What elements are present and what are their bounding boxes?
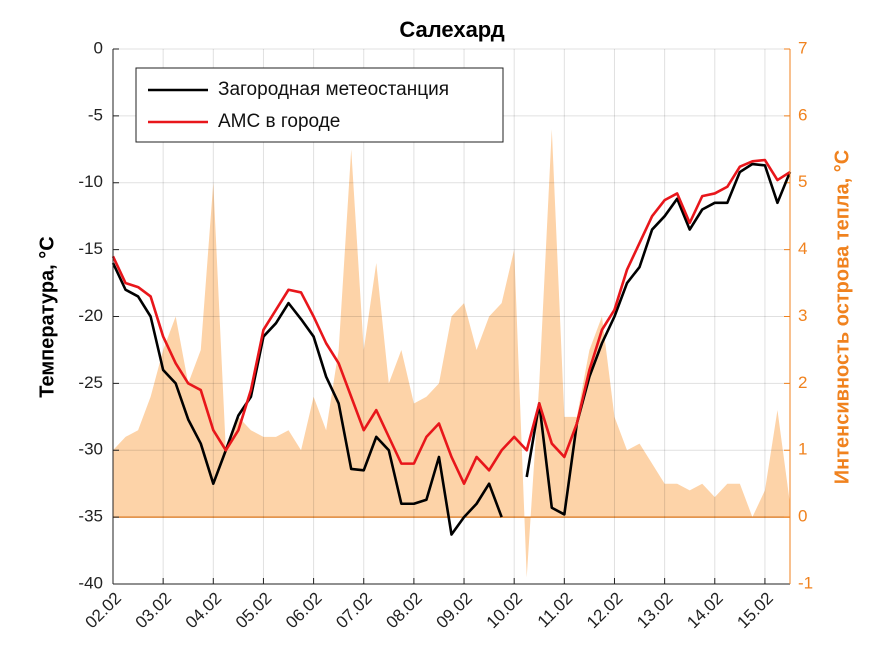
y2-tick-label: 1 xyxy=(798,440,807,459)
y-axis-label: Температура, °С xyxy=(36,236,58,397)
y2-tick-label: 3 xyxy=(798,306,807,325)
y2-tick-label: 0 xyxy=(798,507,807,526)
x-tick-label: 13.02 xyxy=(633,589,677,633)
chart-title: Салехард xyxy=(399,17,504,42)
area xyxy=(113,129,790,578)
legend-label: Загородная метеостанция xyxy=(218,79,449,100)
y2-tick-label: 5 xyxy=(798,172,807,191)
x-tick-label: 08.02 xyxy=(382,589,426,633)
y-tick-label: -5 xyxy=(88,105,103,124)
line xyxy=(111,158,791,485)
line xyxy=(111,162,792,536)
x-tick-label: 14.02 xyxy=(683,589,727,633)
y2-tick-label: 4 xyxy=(798,239,807,258)
y2-tick-label: 2 xyxy=(798,373,807,392)
y-tick-label: -35 xyxy=(78,507,103,526)
y-tick-label: -20 xyxy=(78,306,103,325)
x-tick-label: 07.02 xyxy=(332,589,376,633)
x-tick-label: 05.02 xyxy=(232,589,276,633)
y2-tick-label: 6 xyxy=(798,105,807,124)
y2-tick-label: -1 xyxy=(798,573,813,592)
x-tick-label: 09.02 xyxy=(433,589,477,633)
x-tick-label: 02.02 xyxy=(81,589,125,633)
y-tick-label: 0 xyxy=(94,38,103,57)
legend-label: АМС в городе xyxy=(218,111,340,132)
y2-tick-label: 7 xyxy=(798,38,807,57)
x-tick-label: 04.02 xyxy=(182,589,226,633)
x-tick-label: 12.02 xyxy=(583,589,627,633)
x-tick-label: 03.02 xyxy=(132,589,176,633)
y2-axis-label: Интенсивность острова тепла, °С xyxy=(831,150,853,484)
y-tick-label: -30 xyxy=(78,440,103,459)
x-tick-label: 11.02 xyxy=(534,589,577,632)
x-tick-label: 10.02 xyxy=(483,589,527,633)
x-tick-label: 06.02 xyxy=(282,589,326,633)
y-tick-label: -40 xyxy=(78,573,103,592)
legend-box xyxy=(135,67,504,143)
y-tick-label: -10 xyxy=(78,172,103,191)
y-tick-label: -25 xyxy=(78,373,103,392)
y-tick-label: -15 xyxy=(78,239,103,258)
x-tick-label: 15.02 xyxy=(733,589,777,633)
